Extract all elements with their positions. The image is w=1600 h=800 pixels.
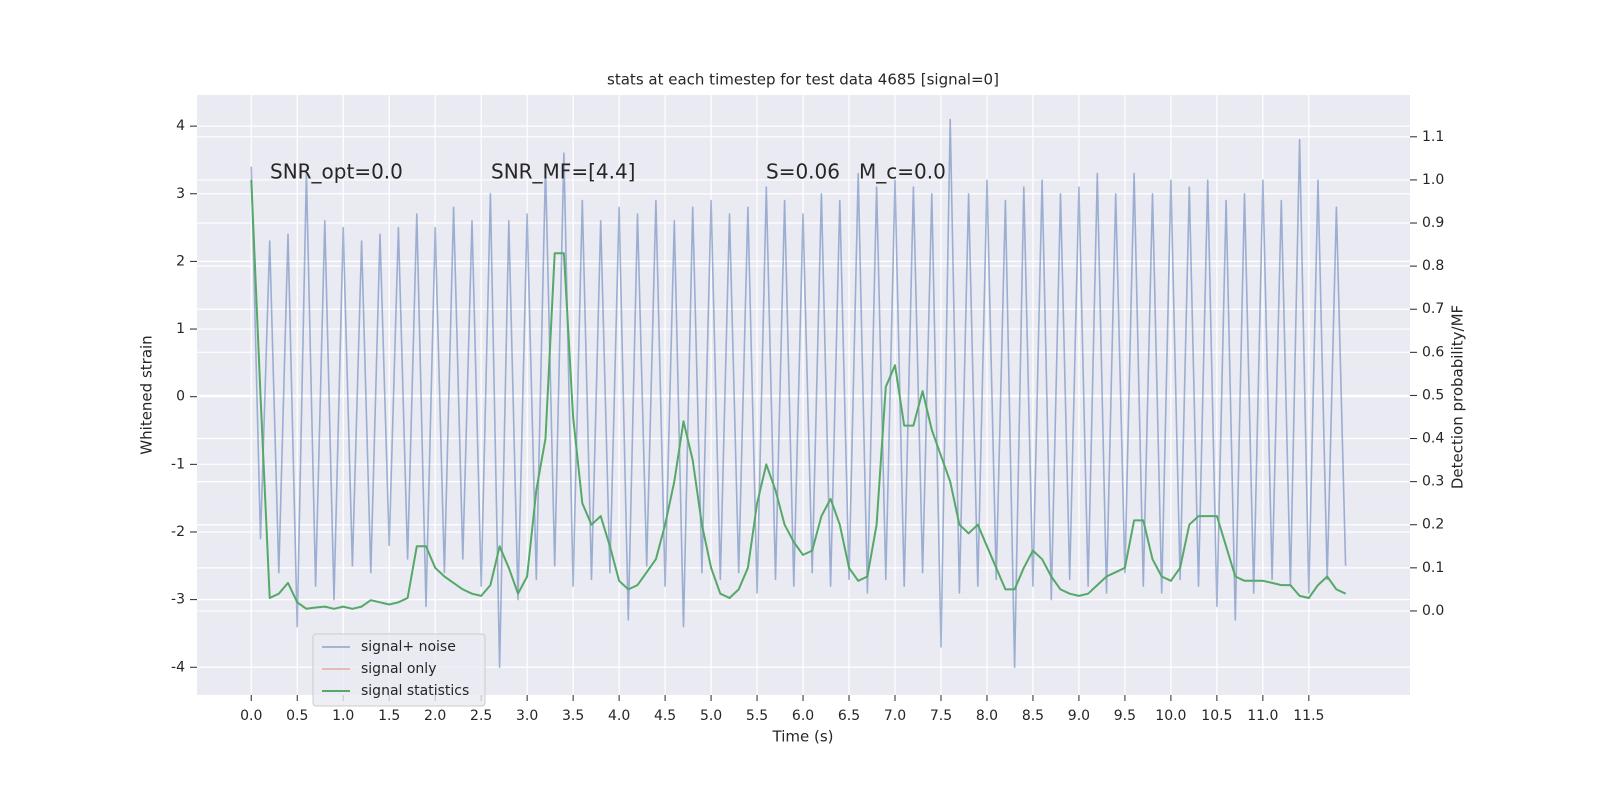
- series-line: [250, 179, 1347, 610]
- y2-tick-label: 0.9: [1422, 215, 1444, 231]
- annotation: M_c=0.0: [859, 160, 946, 184]
- x-tick-label: 5.0: [700, 708, 722, 724]
- x-tick-label: 4.5: [654, 708, 676, 724]
- y2-tick-label: 1.0: [1422, 172, 1444, 188]
- y2-tick-label: 0.3: [1422, 474, 1444, 490]
- annotation: S=0.06: [766, 160, 840, 184]
- y-tick-label: 4: [176, 118, 185, 134]
- y-tick-label: 1: [176, 321, 185, 337]
- annotation: SNR_MF=[4.4]: [491, 160, 635, 184]
- series-line: [250, 118, 1347, 669]
- y2-tick-label: 0.2: [1422, 517, 1444, 533]
- x-tick-label: 0.5: [286, 708, 308, 724]
- y2-tick-label: 0.4: [1422, 431, 1444, 447]
- x-tick-label: 10.5: [1201, 708, 1232, 724]
- legend-label: signal statistics: [361, 683, 469, 699]
- y-tick-label: -4: [171, 659, 185, 675]
- x-tick-label: 4.0: [608, 708, 630, 724]
- x-tick-label: 3.0: [516, 708, 538, 724]
- legend: signal+ noise signal only signal statistic…: [312, 633, 486, 707]
- chart-title: stats at each timestep for test data 468…: [607, 71, 999, 89]
- x-tick-label: 8.5: [1022, 708, 1044, 724]
- y-tick-label: -3: [171, 592, 185, 608]
- y2-tick-label: 0.0: [1422, 603, 1444, 619]
- annotation: SNR_opt=0.0: [270, 160, 403, 184]
- x-tick-label: 11.0: [1247, 708, 1278, 724]
- x-tick-label: 6.0: [792, 708, 814, 724]
- x-tick-label: 8.0: [976, 708, 998, 724]
- x-tick-label: 2.5: [470, 708, 492, 724]
- x-tick-label: 11.5: [1293, 708, 1324, 724]
- x-tick-label: 7.5: [930, 708, 952, 724]
- x-tick-label: 6.5: [838, 708, 860, 724]
- y2-axis-label: Detection probability/MF: [1449, 305, 1467, 489]
- y2-tick-label: 1.1: [1422, 129, 1444, 145]
- y-tick-label: -1: [171, 456, 185, 472]
- x-tick-label: 9.0: [1068, 708, 1090, 724]
- x-axis-label: Time (s): [772, 728, 834, 746]
- x-tick-label: 1.0: [332, 708, 354, 724]
- legend-box: [312, 633, 486, 707]
- y2-tick-label: 0.7: [1422, 301, 1444, 317]
- legend-label: signal only: [361, 661, 436, 677]
- x-tick-label: 0.0: [240, 708, 262, 724]
- x-tick-label: 3.5: [562, 708, 584, 724]
- y-axis-label: Whitened strain: [138, 335, 156, 454]
- y2-tick-label: 0.1: [1422, 560, 1444, 576]
- y-tick-label: 3: [176, 186, 185, 202]
- x-tick-label: 5.5: [746, 708, 768, 724]
- y-tick-label: 0: [176, 389, 185, 405]
- y2-tick-label: 0.5: [1422, 387, 1444, 403]
- y-tick-label: -2: [171, 524, 185, 540]
- x-tick-label: 10.0: [1155, 708, 1186, 724]
- legend-label: signal+ noise: [361, 639, 456, 655]
- y2-tick-label: 0.8: [1422, 258, 1444, 274]
- x-tick-label: 1.5: [378, 708, 400, 724]
- y-tick-label: 2: [176, 253, 185, 269]
- y2-tick-label: 0.6: [1422, 344, 1444, 360]
- x-tick-label: 7.0: [884, 708, 906, 724]
- x-tick-label: 9.5: [1114, 708, 1136, 724]
- x-tick-label: 2.0: [424, 708, 446, 724]
